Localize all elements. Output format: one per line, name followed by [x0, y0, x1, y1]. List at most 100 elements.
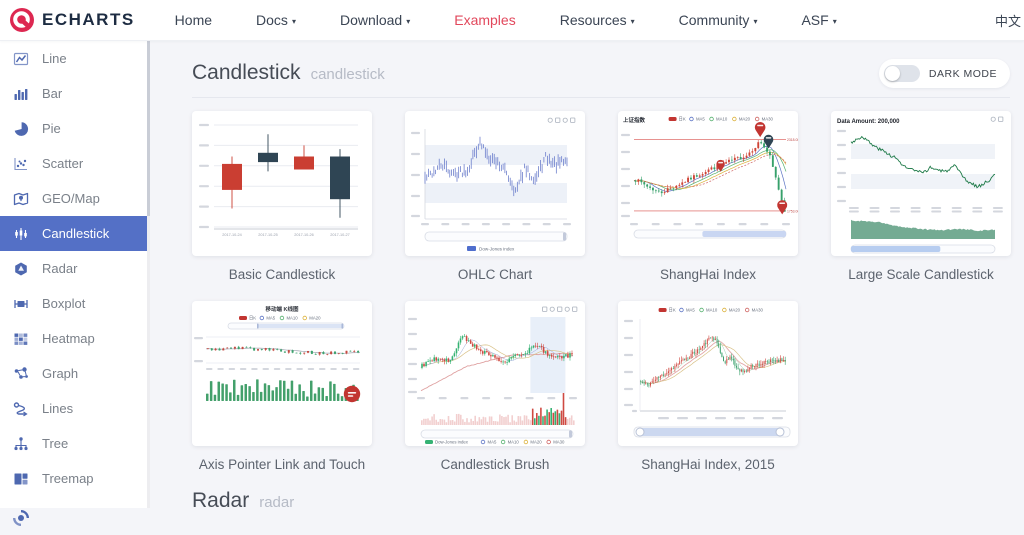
example-card-large-scale-candlestick[interactable]: Data Amount: 200,000 Large Scale Candlest…: [831, 111, 1011, 283]
nav-item-resources[interactable]: Resources ▾: [559, 12, 635, 28]
sidebar: Line Bar Pie Scatter GEO/Map Candlestick Radar…: [0, 41, 150, 526]
lines-icon: [13, 401, 28, 416]
sidebar-item-label: Graph: [42, 366, 79, 381]
examples-grid: 2017-10-24 2017-10-25 2017-10-26 2017-10-27…: [192, 111, 1011, 473]
sidebar-item-label: Candlestick: [42, 226, 110, 241]
sidebar-scrollbar-thumb[interactable]: [147, 41, 150, 216]
section-divider: [192, 97, 1010, 98]
sidebar-item-pie[interactable]: Pie: [0, 111, 150, 146]
sidebar-item-treemap[interactable]: Treemap: [0, 461, 150, 496]
svg-text:MA5: MA5: [266, 316, 275, 321]
nav-item-docs[interactable]: Docs ▾: [256, 12, 296, 28]
sidebar-item-heatmap[interactable]: Heatmap: [0, 321, 150, 356]
section-header: Candlestick candlestick: [192, 61, 1010, 85]
sidebar-item-line[interactable]: Line: [0, 41, 150, 76]
example-card-shanghai-index[interactable]: 上证指数 日K MA5 MA10 MA20 MA30 2318.08 1753.06 Shang…: [618, 111, 798, 283]
example-card-candlestick-brush[interactable]: Dow-Jones index MA5 MA10 MA20 MA30 Candlestic…: [405, 301, 585, 473]
svg-text:上证指数: 上证指数: [623, 116, 646, 124]
sidebar-item-label: Lines: [42, 401, 74, 416]
chevron-down-icon: ▾: [291, 17, 296, 26]
example-caption: ShangHai Index, 2015: [641, 457, 775, 472]
sidebar-item-label: Radar: [42, 261, 78, 276]
nav-item-examples[interactable]: Examples: [454, 12, 516, 28]
line-icon: [13, 52, 29, 65]
top-navbar: ECHARTS Home Docs ▾ Download ▾ Examples Resour…: [0, 0, 1024, 41]
svg-text:MA30: MA30: [752, 308, 764, 313]
example-caption: Axis Pointer Link and Touch: [198, 457, 366, 472]
example-card-axis-pointer-link-and-touch[interactable]: 移动端 K线图 日K MA5 MA10 MA20 Axis Pointer Link an…: [192, 301, 372, 473]
svg-text:2017-10-24: 2017-10-24: [222, 233, 241, 237]
sidebar-item-label: Heatmap: [42, 331, 95, 346]
language-switch[interactable]: 中文: [994, 13, 1021, 29]
svg-text:2017-10-25: 2017-10-25: [258, 233, 277, 237]
svg-text:日K: 日K: [249, 316, 256, 322]
next-section-header: Radar radar: [192, 489, 1010, 508]
svg-text:日K: 日K: [669, 308, 676, 314]
sidebar-item-tree[interactable]: Tree: [0, 426, 150, 461]
svg-text:1753.06: 1753.06: [787, 209, 798, 213]
example-thumbnail: 日K MA5 MA10 MA20 MA30: [618, 301, 798, 446]
chevron-down-icon: ▾: [406, 17, 411, 26]
sidebar-items: Line Bar Pie Scatter GEO/Map Candlestick Radar…: [0, 41, 150, 535]
echarts-logo[interactable]: ECHARTS: [0, 7, 147, 33]
example-thumbnail: Dow-Jones index MA5 MA10 MA20 MA30: [405, 301, 585, 446]
dark-mode-toggle[interactable]: DARK MODE: [878, 59, 1010, 88]
sunburst-icon: [13, 509, 29, 526]
sidebar-item-label: Scatter: [42, 156, 84, 171]
sidebar-item-graph[interactable]: Graph: [0, 356, 150, 391]
treemap-icon: [14, 473, 28, 484]
example-thumbnail: Dow-Jones index: [405, 111, 585, 256]
sidebar-item-lines[interactable]: Lines: [0, 391, 150, 426]
nav-item-download[interactable]: Download ▾: [339, 12, 411, 28]
svg-text:Dow-Jones index: Dow-Jones index: [479, 246, 515, 251]
svg-text:MA5: MA5: [488, 440, 497, 445]
geomap-icon: [13, 192, 29, 205]
sidebar-item-label: Line: [42, 51, 67, 66]
example-card-shanghai-index-2015[interactable]: 日K MA5 MA10 MA20 MA30 ShangHai Index, 2015: [618, 301, 798, 473]
graph-icon: [14, 366, 28, 379]
sidebar-item-scatter[interactable]: Scatter: [0, 146, 150, 181]
nav-item-home[interactable]: Home: [174, 12, 213, 28]
svg-text:MA10: MA10: [706, 308, 718, 313]
sidebar-item-label: Bar: [42, 86, 63, 101]
nav-item-asf[interactable]: ASF ▾: [801, 12, 837, 28]
example-thumbnail: 移动端 K线图 日K MA5 MA10 MA20: [192, 301, 372, 446]
sidebar-item-partial[interactable]: [0, 500, 150, 535]
svg-text:日K: 日K: [679, 117, 686, 123]
toggle-switch-icon[interactable]: [883, 65, 920, 82]
page-subtitle: candlestick: [310, 66, 385, 83]
sidebar-item-bar[interactable]: Bar: [0, 76, 150, 111]
tree-icon: [14, 436, 28, 450]
svg-text:MA10: MA10: [716, 117, 728, 122]
example-card-basic-candlestick[interactable]: 2017-10-24 2017-10-25 2017-10-26 2017-10-27…: [192, 111, 372, 283]
svg-text:MA10: MA10: [508, 440, 520, 445]
example-card-ohlc-chart[interactable]: Dow-Jones index OHLC Chart: [405, 111, 585, 283]
example-caption: Large Scale Candlestick: [848, 267, 994, 282]
svg-text:MA5: MA5: [696, 117, 705, 122]
logo-text: ECHARTS: [42, 10, 135, 29]
heatmap-icon: [14, 333, 28, 345]
next-section-title: Radar: [192, 489, 250, 508]
echarts-logo-icon: [10, 8, 34, 32]
candlestick-icon: [15, 227, 27, 240]
example-thumbnail: 2017-10-24 2017-10-25 2017-10-26 2017-10-27: [192, 111, 372, 256]
svg-text:MA10: MA10: [286, 316, 298, 321]
sidebar-item-candlestick[interactable]: Candlestick: [0, 216, 150, 251]
svg-text:2017-10-26: 2017-10-26: [294, 233, 313, 237]
svg-text:MA20: MA20: [309, 316, 321, 321]
bar-icon: [14, 88, 28, 100]
svg-text:MA20: MA20: [530, 440, 542, 445]
sidebar-item-label: Boxplot: [42, 296, 86, 311]
sidebar-item-label: Tree: [42, 436, 69, 451]
nav-item-community[interactable]: Community ▾: [678, 12, 758, 28]
nav-menu: Home Docs ▾ Download ▾ Examples Resources ▾ Comm…: [153, 12, 859, 28]
sidebar-item-geo-map[interactable]: GEO/Map: [0, 181, 150, 216]
svg-text:MA30: MA30: [553, 440, 565, 445]
next-section-subtitle: radar: [259, 494, 295, 508]
sidebar-scrollbar-track: [147, 41, 150, 508]
sidebar-item-radar[interactable]: Radar: [0, 251, 150, 286]
sidebar-item-boxplot[interactable]: Boxplot: [0, 286, 150, 321]
svg-text:Dow-Jones index: Dow-Jones index: [435, 440, 469, 445]
example-thumbnail: Data Amount: 200,000: [831, 111, 1011, 256]
